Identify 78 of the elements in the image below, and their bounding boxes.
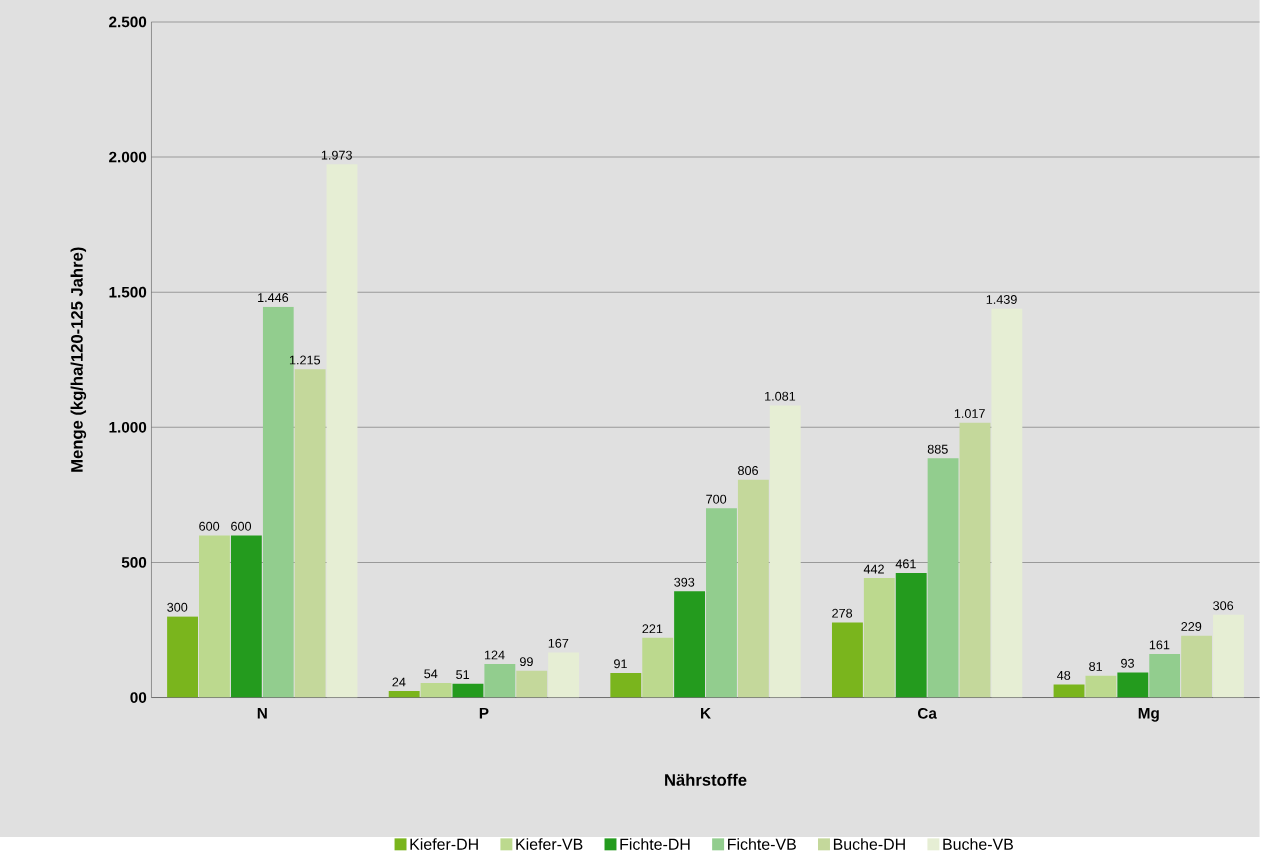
data-label: 278	[832, 608, 853, 618]
bar	[420, 682, 452, 698]
data-label: 54	[424, 669, 438, 679]
bar	[516, 670, 548, 698]
data-label: 1.446	[258, 293, 289, 303]
data-label: 700	[706, 494, 727, 504]
data-label: 1.081	[765, 391, 796, 401]
data-label: 300	[167, 602, 188, 612]
data-label: 461	[895, 559, 916, 569]
data-label: 221	[642, 624, 663, 634]
x-axis-title: Nährstoffe	[665, 773, 747, 786]
bar	[1117, 672, 1149, 698]
bar	[769, 405, 801, 698]
legend-label: Buche-DH	[833, 838, 905, 850]
bar	[1181, 635, 1213, 698]
legend-label: Buche-VB	[943, 838, 1013, 850]
data-label: 124	[484, 650, 505, 660]
bar	[294, 369, 326, 698]
bar	[1213, 614, 1244, 698]
bar	[706, 508, 737, 698]
bar	[831, 622, 863, 698]
y-tick-label: 1.000	[109, 421, 147, 433]
bar	[484, 663, 516, 698]
bar	[991, 308, 1023, 698]
data-label: 1.215	[289, 355, 321, 365]
y-tick-label: 1.500	[109, 286, 147, 298]
data-label: 81	[1089, 661, 1103, 671]
bar	[1085, 675, 1117, 698]
data-label: 1.439	[986, 294, 1017, 304]
bar	[199, 535, 230, 698]
data-label: 24	[392, 677, 406, 687]
data-label: 91	[614, 659, 627, 669]
y-tick-label: 00	[130, 692, 147, 703]
x-tick-label: N	[257, 707, 267, 719]
data-label: 442	[863, 564, 884, 574]
data-label: 48	[1057, 670, 1071, 680]
legend-label: Fichte-VB	[728, 838, 796, 850]
y-tick-label: 500	[121, 556, 147, 568]
legend-label: Kiefer-DH	[410, 838, 478, 850]
bar	[927, 458, 959, 698]
bar	[230, 535, 262, 698]
data-label: 600	[231, 521, 252, 531]
bar	[326, 164, 358, 698]
x-tick-label: Mg	[1138, 707, 1159, 722]
x-tick-label: Ca	[918, 707, 937, 719]
bar	[167, 616, 199, 698]
bar	[674, 591, 706, 698]
data-label: 600	[199, 521, 220, 531]
bar	[452, 683, 484, 698]
data-label: 393	[674, 577, 695, 587]
data-label: 167	[548, 638, 569, 648]
data-label: 306	[1213, 601, 1234, 611]
data-label: 93	[1121, 658, 1134, 668]
data-label: 1.973	[321, 150, 352, 160]
y-axis-title: Menge (kg/ha/120-125 Jahre)	[70, 247, 87, 472]
y-tick-label: 2.000	[109, 151, 147, 163]
bar	[642, 637, 674, 698]
bar	[959, 422, 991, 698]
data-label: 51	[456, 670, 470, 680]
x-tick-label: K	[701, 707, 711, 719]
bar	[1149, 653, 1181, 698]
bar	[548, 652, 580, 698]
bar	[1053, 684, 1085, 698]
data-label: 229	[1181, 621, 1202, 631]
bar	[895, 572, 927, 698]
data-label: 885	[927, 444, 948, 454]
y-tick-label: 2.500	[109, 16, 147, 28]
data-label: 99	[519, 657, 533, 667]
bar	[388, 691, 420, 698]
bar	[610, 672, 642, 698]
data-label: 806	[738, 466, 759, 475]
bar	[863, 578, 895, 698]
data-label: 161	[1149, 640, 1170, 650]
bar	[737, 479, 769, 698]
x-tick-label: P	[479, 707, 489, 719]
data-label: 1.017	[954, 409, 985, 418]
legend-label: Fichte-DH	[620, 838, 690, 850]
legend-label: Kiefer-VB	[516, 838, 583, 850]
